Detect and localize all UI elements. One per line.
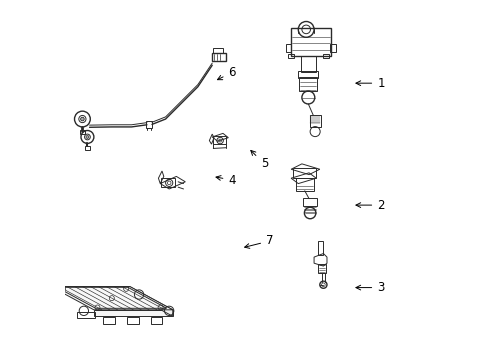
Bar [211,53,225,61]
Bar [150,317,162,324]
Bar [309,116,320,127]
Text: 4: 4 [216,174,235,186]
Bar [290,28,330,56]
Circle shape [86,135,89,138]
Bar [285,44,291,51]
Text: 6: 6 [217,66,235,80]
Text: 3: 3 [355,281,384,294]
Bar [77,312,95,318]
Text: 1: 1 [355,77,384,90]
Bar [213,136,225,144]
Bar [295,178,313,191]
Bar [80,130,85,134]
Bar [126,317,139,324]
Text: 7: 7 [244,234,273,248]
Bar [298,71,317,78]
Bar [299,77,316,91]
Bar [145,121,152,128]
Text: 2: 2 [355,199,384,212]
Bar [292,168,316,178]
Bar [303,198,317,206]
Bar [103,317,115,324]
Bar [287,54,293,58]
Bar [323,54,328,58]
Bar [212,48,223,53]
Bar [329,44,335,51]
Bar [85,146,90,150]
Polygon shape [129,287,172,316]
Bar [318,264,325,273]
Polygon shape [94,310,172,316]
Bar [161,178,175,187]
Bar [317,241,323,255]
Circle shape [81,117,84,121]
Text: 5: 5 [250,150,267,170]
Polygon shape [51,287,172,310]
Bar [301,56,315,72]
